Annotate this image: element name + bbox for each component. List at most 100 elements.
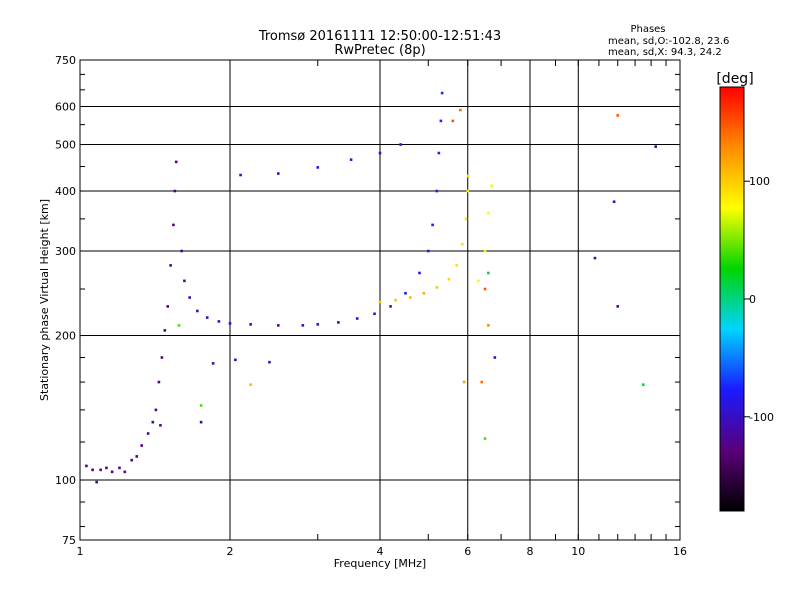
echo-point bbox=[316, 166, 320, 169]
echo-point bbox=[435, 286, 439, 289]
echo-point bbox=[177, 324, 181, 327]
chart-title: Tromsø 20161111 12:50:00-12:51:43 bbox=[258, 29, 501, 44]
echo-point bbox=[180, 249, 184, 253]
x-tick-label: 2 bbox=[227, 545, 234, 558]
y-tick-label: 500 bbox=[55, 139, 76, 152]
phase-summary: Phases mean, sd,O:-102.8, 23.6 mean, sd,… bbox=[608, 24, 729, 58]
y-axis: 75 100 200 300 400 500 600 750 bbox=[55, 54, 680, 547]
echo-point bbox=[460, 242, 464, 246]
echo-point bbox=[154, 408, 158, 412]
y-tick-label: 400 bbox=[55, 185, 76, 198]
echo-point bbox=[439, 119, 443, 123]
echo-point bbox=[159, 424, 162, 427]
echo-point bbox=[91, 468, 94, 472]
echo-point bbox=[378, 300, 382, 304]
echo-point bbox=[455, 264, 458, 267]
x-axis: 1 2 4 6 8 10 16 bbox=[77, 60, 687, 558]
echo-point bbox=[249, 323, 252, 326]
y-tick-label: 300 bbox=[55, 245, 76, 258]
phase-heading: Phases bbox=[630, 24, 665, 35]
echo-point bbox=[146, 432, 150, 435]
echo-point bbox=[118, 466, 121, 470]
echo-point bbox=[160, 356, 164, 359]
echo-point bbox=[483, 249, 487, 253]
echo-point bbox=[249, 383, 252, 386]
echo-point bbox=[337, 321, 340, 324]
colorbar-ticks: 100 0 -100 bbox=[744, 175, 774, 424]
echo-point bbox=[373, 312, 376, 316]
echo-point bbox=[487, 271, 490, 275]
echo-point bbox=[408, 296, 412, 299]
y-tick-label: 200 bbox=[55, 330, 76, 343]
echo-point bbox=[435, 189, 439, 193]
echo-point bbox=[437, 151, 441, 155]
echo-point bbox=[480, 380, 484, 384]
x-tick-label: 10 bbox=[571, 545, 585, 558]
echo-point bbox=[172, 223, 175, 227]
echo-point bbox=[211, 362, 215, 365]
echo-point bbox=[477, 279, 480, 283]
echo-point bbox=[389, 305, 392, 308]
echo-point bbox=[234, 358, 237, 362]
echo-point bbox=[641, 383, 645, 386]
x-axis-label: Frequency [MHz] bbox=[334, 557, 426, 570]
echo-point bbox=[422, 291, 426, 295]
echo-point bbox=[163, 329, 167, 332]
echo-point bbox=[431, 223, 434, 227]
echo-point bbox=[487, 211, 490, 215]
echo-point bbox=[467, 174, 470, 178]
echo-point bbox=[355, 317, 359, 320]
echo-point bbox=[239, 173, 242, 177]
echo-point bbox=[462, 380, 466, 384]
plot-grid bbox=[80, 60, 680, 540]
echo-point bbox=[426, 249, 430, 253]
echo-point bbox=[99, 468, 102, 472]
colorbar-tick-label: 0 bbox=[749, 293, 756, 306]
phase-line-o: mean, sd,O:-102.8, 23.6 bbox=[608, 36, 729, 47]
y-tick-label: 600 bbox=[55, 101, 76, 114]
echo-point bbox=[418, 271, 421, 275]
y-axis-label: Stationary phase Virtual Height [km] bbox=[38, 199, 51, 401]
echo-point bbox=[135, 455, 139, 458]
echo-point bbox=[130, 458, 134, 462]
colorbar-tick-label: 100 bbox=[749, 175, 770, 188]
echo-point bbox=[316, 323, 320, 326]
echo-point bbox=[464, 217, 468, 221]
echo-point bbox=[593, 256, 597, 260]
title-block: Tromsø 20161111 12:50:00-12:51:43 RwPret… bbox=[258, 29, 501, 58]
echo-point bbox=[228, 322, 232, 325]
echo-point bbox=[174, 160, 178, 164]
chart-subtitle: RwPretec (8p) bbox=[334, 43, 425, 58]
x-tick-label: 16 bbox=[673, 545, 687, 558]
echo-point bbox=[451, 119, 455, 123]
echo-point bbox=[616, 305, 620, 308]
echo-point bbox=[199, 420, 203, 424]
echo-point bbox=[483, 437, 487, 440]
echo-point bbox=[276, 324, 280, 327]
x-tick-label: 6 bbox=[464, 545, 471, 558]
y-tick-label: 75 bbox=[62, 534, 76, 547]
colorbar: [deg] 100 0 -100 bbox=[716, 71, 774, 512]
colorbar-tick-label: -100 bbox=[749, 411, 774, 424]
echo-point bbox=[151, 420, 155, 424]
echo-point bbox=[612, 200, 616, 204]
data-points bbox=[85, 91, 657, 484]
echo-point bbox=[493, 356, 497, 359]
echo-point bbox=[459, 108, 462, 112]
echo-point bbox=[447, 277, 451, 281]
echo-point bbox=[199, 404, 203, 407]
echo-point bbox=[95, 480, 98, 484]
echo-point bbox=[205, 316, 209, 319]
echo-point bbox=[183, 279, 186, 283]
echo-point bbox=[301, 324, 305, 327]
echo-point bbox=[404, 291, 407, 295]
echo-point bbox=[399, 143, 402, 146]
echo-point bbox=[169, 264, 172, 267]
echo-point bbox=[123, 470, 127, 474]
echo-point bbox=[654, 145, 657, 148]
colorbar-gradient bbox=[719, 86, 745, 512]
echo-point bbox=[157, 380, 161, 384]
echo-point bbox=[140, 444, 144, 447]
echo-point bbox=[487, 324, 490, 327]
